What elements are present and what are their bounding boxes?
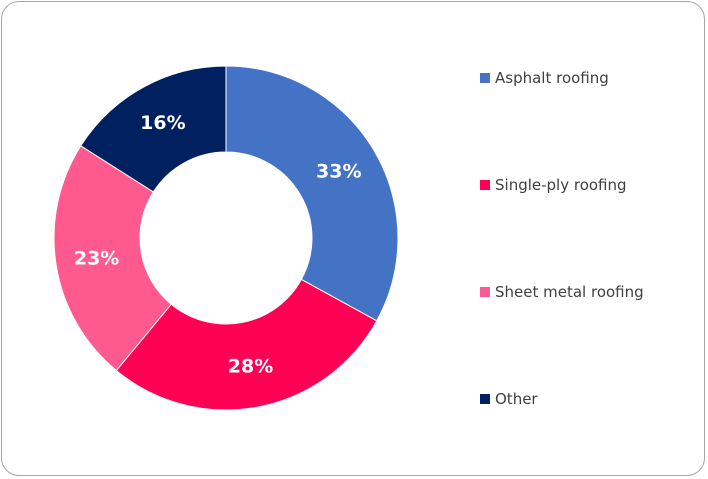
legend-item-sheet-metal-roofing: Sheet metal roofing (480, 282, 644, 302)
slice-label-single-ply-roofing: 28% (228, 356, 273, 378)
chart-legend: Asphalt roofing Single-ply roofing Sheet… (480, 68, 644, 409)
slice-label-sheet-metal-roofing: 23% (74, 247, 119, 269)
slice-label-asphalt-roofing: 33% (316, 160, 361, 182)
slice-other (80, 65, 227, 193)
slice-label-other: 16% (140, 112, 185, 134)
legend-label-single-ply-roofing: Single-ply roofing (495, 176, 627, 194)
legend-item-single-ply-roofing: Single-ply roofing (480, 175, 644, 195)
legend-label-sheet-metal-roofing: Sheet metal roofing (495, 283, 644, 301)
slice-single-ply-roofing (115, 278, 378, 411)
legend-item-other: Other (480, 389, 644, 409)
legend-swatch-other (480, 394, 490, 404)
legend-label-other: Other (495, 390, 538, 408)
legend-swatch-sheet-metal-roofing (480, 287, 490, 297)
legend-item-asphalt-roofing: Asphalt roofing (480, 68, 644, 88)
slice-sheet-metal-roofing (53, 145, 172, 372)
slice-asphalt-roofing (225, 65, 399, 322)
legend-label-asphalt-roofing: Asphalt roofing (495, 69, 609, 87)
legend-swatch-asphalt-roofing (480, 73, 490, 83)
legend-swatch-single-ply-roofing (480, 180, 490, 190)
